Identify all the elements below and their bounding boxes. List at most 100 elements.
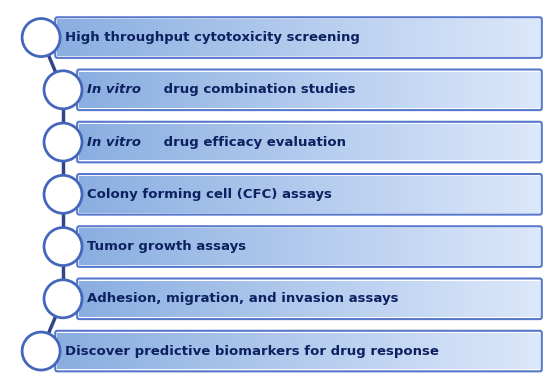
- Bar: [125, 176, 132, 213]
- Bar: [310, 176, 316, 213]
- Bar: [448, 176, 454, 213]
- Bar: [430, 280, 437, 317]
- Bar: [361, 228, 368, 265]
- Bar: [131, 124, 137, 160]
- Bar: [258, 228, 264, 265]
- Bar: [275, 124, 281, 160]
- Bar: [522, 72, 529, 108]
- Bar: [534, 19, 540, 56]
- Bar: [389, 333, 396, 369]
- Bar: [379, 72, 385, 108]
- Bar: [100, 333, 106, 369]
- Bar: [413, 176, 419, 213]
- Bar: [327, 124, 333, 160]
- Bar: [419, 19, 426, 56]
- Bar: [88, 333, 94, 369]
- Bar: [431, 333, 438, 369]
- Bar: [488, 176, 494, 213]
- Bar: [534, 124, 540, 160]
- Bar: [482, 228, 488, 265]
- Bar: [119, 280, 125, 317]
- Bar: [471, 72, 477, 108]
- Bar: [246, 176, 253, 213]
- Bar: [232, 19, 239, 56]
- Bar: [258, 280, 264, 317]
- Bar: [281, 280, 287, 317]
- Bar: [160, 124, 166, 160]
- Bar: [347, 333, 353, 369]
- Bar: [373, 280, 379, 317]
- Bar: [315, 72, 322, 108]
- Bar: [505, 176, 511, 213]
- Bar: [75, 333, 82, 369]
- Bar: [190, 333, 197, 369]
- Bar: [275, 72, 281, 108]
- Bar: [118, 19, 124, 56]
- Bar: [377, 333, 384, 369]
- Bar: [75, 19, 82, 56]
- Bar: [323, 333, 329, 369]
- Circle shape: [44, 71, 82, 109]
- Bar: [321, 228, 327, 265]
- Bar: [85, 228, 91, 265]
- Bar: [79, 124, 85, 160]
- Bar: [218, 124, 224, 160]
- Bar: [137, 228, 143, 265]
- Bar: [407, 333, 414, 369]
- Bar: [407, 280, 414, 317]
- Bar: [359, 333, 366, 369]
- Bar: [448, 228, 454, 265]
- Bar: [137, 176, 143, 213]
- Bar: [461, 333, 468, 369]
- Bar: [114, 72, 120, 108]
- Bar: [118, 333, 124, 369]
- Bar: [90, 280, 97, 317]
- Bar: [79, 72, 85, 108]
- Bar: [172, 333, 179, 369]
- Bar: [292, 72, 299, 108]
- Bar: [344, 176, 350, 213]
- Bar: [137, 72, 143, 108]
- Bar: [238, 333, 245, 369]
- Bar: [112, 19, 118, 56]
- Bar: [425, 19, 432, 56]
- Bar: [223, 124, 230, 160]
- Bar: [287, 19, 293, 56]
- Bar: [258, 72, 264, 108]
- Bar: [142, 176, 149, 213]
- Bar: [356, 72, 362, 108]
- Bar: [476, 72, 483, 108]
- Bar: [190, 19, 197, 56]
- Bar: [443, 19, 450, 56]
- Bar: [172, 228, 178, 265]
- Bar: [443, 333, 450, 369]
- Bar: [246, 228, 253, 265]
- Bar: [106, 19, 112, 56]
- Bar: [124, 333, 130, 369]
- Bar: [315, 280, 322, 317]
- Bar: [373, 176, 379, 213]
- Bar: [353, 333, 359, 369]
- Bar: [437, 19, 444, 56]
- Bar: [119, 176, 125, 213]
- Bar: [304, 228, 310, 265]
- Bar: [184, 19, 191, 56]
- Bar: [494, 124, 500, 160]
- Bar: [455, 333, 462, 369]
- Bar: [430, 72, 437, 108]
- Bar: [223, 72, 230, 108]
- Bar: [419, 228, 425, 265]
- Bar: [373, 124, 379, 160]
- Bar: [396, 176, 402, 213]
- Bar: [511, 124, 517, 160]
- Bar: [317, 19, 323, 56]
- Bar: [119, 124, 125, 160]
- Bar: [383, 333, 390, 369]
- Bar: [281, 124, 287, 160]
- Bar: [390, 228, 396, 265]
- Bar: [528, 280, 534, 317]
- Bar: [465, 124, 471, 160]
- Bar: [269, 333, 275, 369]
- Bar: [275, 228, 281, 265]
- Circle shape: [44, 123, 82, 161]
